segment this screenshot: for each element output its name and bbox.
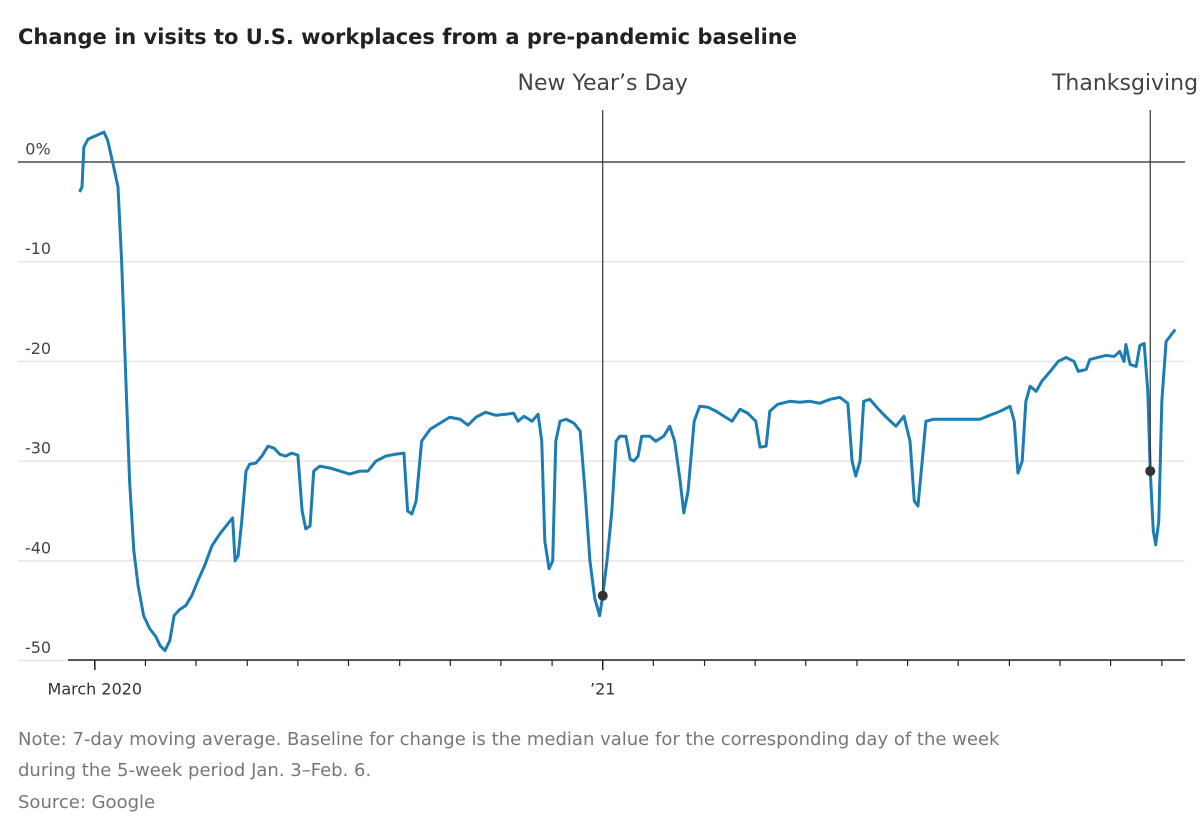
annotation-label: New Year’s Day <box>517 71 687 96</box>
x-tick-label: ’21 <box>590 680 615 699</box>
annotation-dot <box>1145 466 1156 477</box>
y-tick-label: 0% <box>25 140 50 159</box>
note-line: Note: 7-day moving average. Baseline for… <box>18 729 1000 750</box>
y-tick-label: -50 <box>25 638 51 657</box>
chart-title: Change in visits to U.S. workplaces from… <box>18 25 797 49</box>
y-tick-label: -30 <box>25 439 51 458</box>
annotation-dot <box>597 590 608 601</box>
source: Source: Google <box>18 792 155 813</box>
note-line: during the 5-week period Jan. 3–Feb. 6. <box>18 760 371 781</box>
y-tick-label: -40 <box>25 538 51 557</box>
annotation-label: Thanksgiving Day <box>1051 71 1200 96</box>
data-line <box>78 130 1177 653</box>
y-tick-label: -10 <box>25 239 51 258</box>
y-tick-label: -20 <box>25 339 51 358</box>
x-tick-label: March 2020 <box>48 680 143 699</box>
